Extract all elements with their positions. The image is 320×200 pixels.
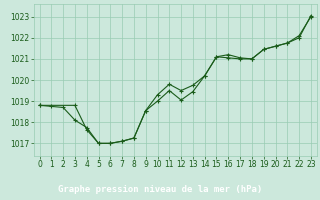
Text: Graphe pression niveau de la mer (hPa): Graphe pression niveau de la mer (hPa) bbox=[58, 185, 262, 194]
